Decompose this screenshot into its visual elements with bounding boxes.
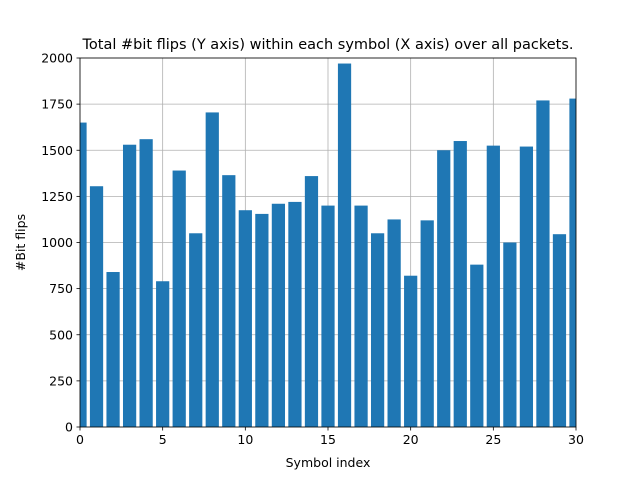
bar	[189, 233, 203, 427]
bar	[437, 150, 451, 427]
x-tick-label: 20	[403, 432, 419, 447]
bar	[89, 186, 104, 427]
bar	[370, 233, 385, 427]
bar	[552, 234, 567, 427]
x-tick-label: 30	[568, 432, 584, 447]
bar	[321, 205, 335, 427]
y-tick-label: 2000	[41, 51, 73, 66]
bar	[354, 205, 368, 427]
y-tick-label: 250	[49, 373, 73, 388]
bar	[238, 210, 252, 427]
bar	[420, 220, 434, 427]
y-axis-ticks: 0 250 500 750 1000 1250 1500 1750 2000	[41, 51, 80, 435]
bar	[569, 98, 576, 427]
bar	[470, 264, 484, 427]
bar	[404, 275, 418, 427]
bar	[255, 213, 269, 427]
bar	[337, 63, 352, 427]
y-tick-label: 1000	[41, 235, 73, 250]
bar	[503, 242, 517, 427]
bar	[222, 175, 236, 427]
x-tick-label: 25	[485, 432, 501, 447]
bar	[519, 146, 534, 427]
chart-title: Total #bit flips (Y axis) within each sy…	[82, 37, 574, 53]
bar	[304, 176, 319, 427]
bars-group	[80, 63, 576, 427]
y-tick-label: 1250	[41, 189, 73, 204]
x-tick-label: 15	[320, 432, 336, 447]
y-tick-label: 500	[49, 327, 73, 342]
bar	[288, 201, 302, 427]
bar	[205, 112, 219, 427]
y-tick-label: 1750	[41, 97, 73, 112]
bar	[536, 100, 550, 427]
x-axis-ticks: 0 5 10 15 20 25 30	[76, 427, 584, 447]
bar	[271, 203, 286, 427]
bar	[387, 219, 401, 427]
x-tick-label: 10	[237, 432, 253, 447]
y-tick-label: 750	[49, 281, 73, 296]
y-tick-label: 0	[65, 420, 73, 435]
x-tick-label: 0	[76, 432, 84, 447]
bar	[156, 281, 170, 427]
y-tick-label: 1500	[41, 143, 73, 158]
x-axis-label: Symbol index	[286, 455, 371, 470]
bar	[486, 145, 500, 427]
bar	[139, 139, 153, 427]
bar	[106, 272, 120, 427]
bar	[80, 122, 87, 427]
x-tick-label: 5	[159, 432, 167, 447]
bar	[122, 144, 137, 427]
bar	[172, 170, 186, 427]
bar	[453, 141, 467, 427]
y-axis-label: #Bit flips	[13, 214, 28, 271]
